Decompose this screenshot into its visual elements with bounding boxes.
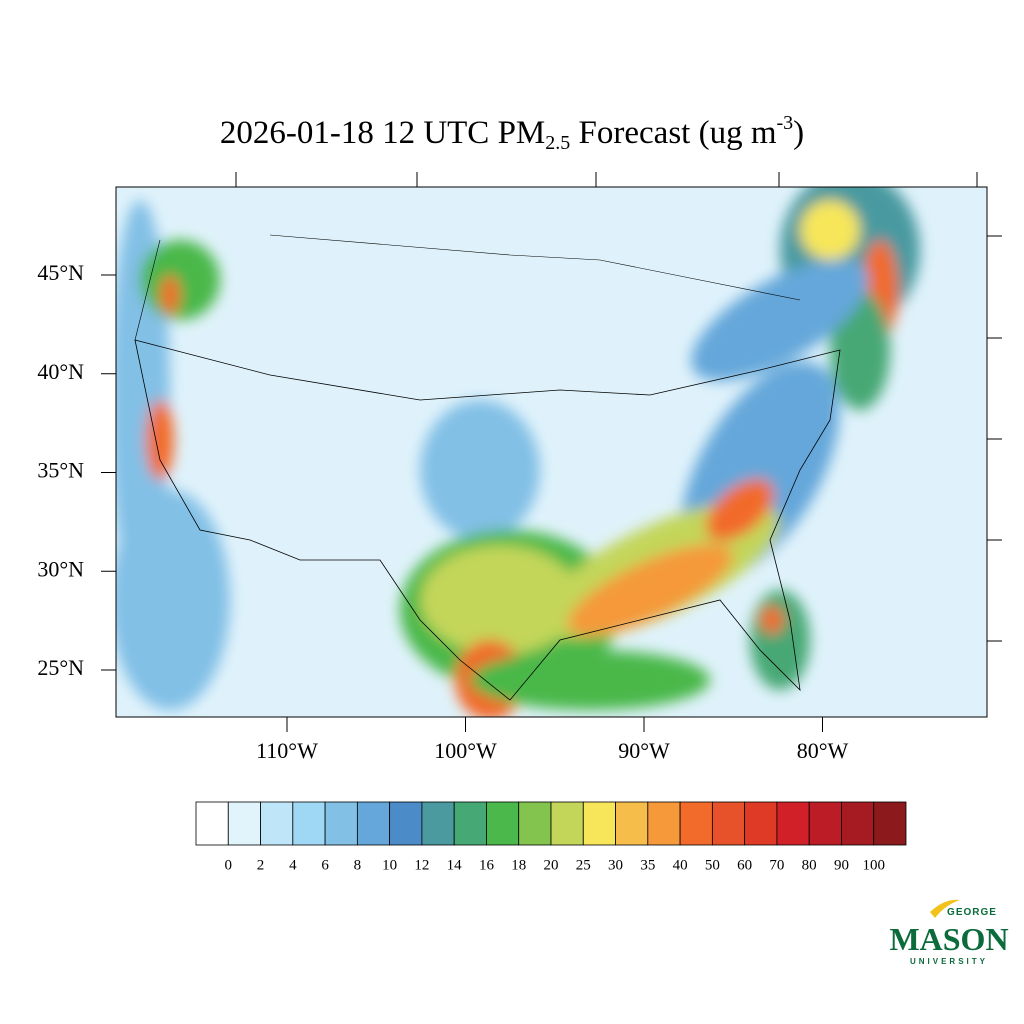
lon-label: 80°W [797,738,849,763]
colorbar-label: 80 [802,857,817,873]
colorbar-box [615,801,649,846]
logo-main: MASON [889,921,1008,957]
colorbar-box [711,801,746,846]
field [116,187,987,717]
lat-label: 45°N [37,260,84,285]
colorbar-label: 6 [321,857,329,873]
colorbar-label: 12 [414,857,429,873]
colorbar-label: 18 [511,857,526,873]
colorbar-box [195,801,229,846]
colorbar-label: 40 [673,857,688,873]
logo-bottom: UNIVERSITY [910,957,988,966]
lon-label: 110°W [256,738,318,763]
colorbar-label: 14 [447,857,463,873]
colorbar-box [841,801,875,846]
title: 2026-01-18 12 UTC PM2.5 Forecast (ug m-3… [0,112,1024,155]
lat-label: 40°N [37,359,84,384]
colorbar-label: 2 [257,857,265,873]
colorbar-box [550,801,584,846]
colorbar-box [486,801,520,846]
lat-label: 30°N [37,556,84,581]
colorbar-label: 20 [544,857,559,873]
colorbar-label: 0 [225,857,233,873]
lat-label: 25°N [37,655,84,680]
colorbar-box [744,801,778,846]
lon-label: 90°W [618,738,670,763]
title-sup: -3 [776,112,794,134]
colorbar-box [679,801,713,846]
colorbar-label: 25 [576,857,591,873]
colorbar-box [260,801,294,846]
colorbar-label: 50 [705,857,720,873]
colorbar-label: 10 [382,857,397,873]
colorbar-label: 16 [479,857,495,873]
colorbar-label: 90 [834,857,849,873]
colorbar-box [356,801,391,846]
colorbar-box [776,801,810,846]
colorbar-label: 70 [769,857,784,873]
colorbar-label: 60 [737,857,752,873]
title-main: 2026-01-18 12 UTC PM [219,115,546,151]
colorbar-box [421,801,455,846]
colorbar-box [873,801,907,846]
logo: GEORGE MASON UNIVERSITY [889,899,1009,966]
colorbar-label: 100 [862,857,885,873]
lon-label: 100°W [434,738,497,763]
title-end: ) [793,115,805,151]
colorbar-box [324,801,358,846]
map-frame [115,186,988,718]
colorbar-box [292,801,326,846]
colorbar-box [582,801,616,846]
colorbar-box [389,801,423,846]
colorbar-label: 35 [640,857,655,873]
colorbar-box [453,801,487,846]
logo-top: GEORGE [947,907,997,918]
colorbar-label: 4 [289,857,297,873]
colorbar-box [518,801,552,846]
frame-ticks [235,172,1002,642]
lat-label: 35°N [37,458,84,483]
colorbar-box [647,801,681,846]
title-sub: 2.5 [545,132,571,154]
colorbar-box [227,801,261,846]
colorbar-label: 8 [354,857,362,873]
colorbar-label: 30 [608,857,623,873]
title-mid: Forecast (ug m [570,115,777,151]
colorbar-box [808,801,842,846]
